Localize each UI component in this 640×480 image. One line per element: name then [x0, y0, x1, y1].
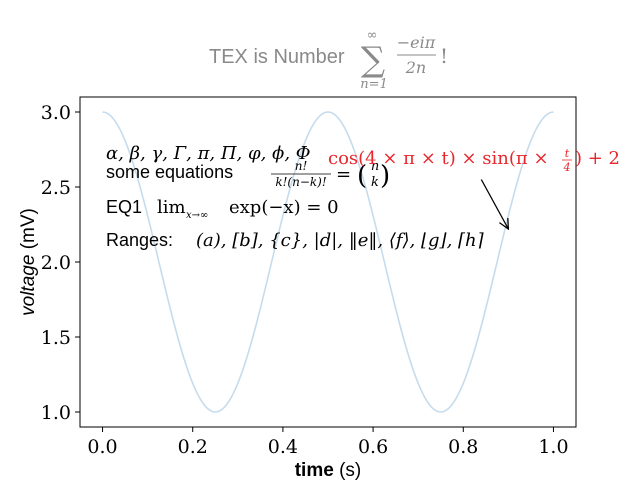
y-axis: 1.0 1.5 2.0 2.5 3.0 [41, 102, 80, 424]
x-tick-label: 0.0 [87, 436, 117, 458]
annotation-red-tail: ) + 2 [575, 148, 620, 169]
arrow-head [499, 217, 510, 231]
title-frac-num: −eiπ [397, 33, 436, 52]
x-axis-label: time (s) [295, 460, 362, 480]
y-tick-label: 1.0 [41, 402, 71, 424]
y-axis-label: voltage (mV) [18, 208, 39, 316]
y-tick-label: 2.0 [41, 252, 71, 274]
x-axis-label-bold: time [295, 460, 334, 480]
annotation-red-main: cos(4 × π × t) × sin(π × [328, 148, 549, 169]
x-tick-label: 1.0 [538, 436, 568, 458]
annotation-greek: α, β, γ, Γ, π, Π, φ, ϕ, Φ [106, 143, 311, 164]
annotation-ranges-expr: (a), [b], {c}, |d|, ‖e‖, ⟨f⟩, ⌊g⌋, ⌈h⌉ [196, 230, 485, 251]
x-axis: 0.0 0.2 0.4 0.6 0.8 1.0 [87, 427, 569, 458]
title-suffix: ! [440, 44, 448, 68]
annotation-binom-top: n [371, 159, 379, 174]
title-sum-symbol: ∑ [361, 40, 385, 80]
title-sum-upper: ∞ [367, 28, 378, 43]
annotation-equations-frac-den: k!(n−k)! [275, 175, 327, 189]
annotation-binom-bottom: k [371, 175, 379, 190]
y-axis-label-rest: (mV) [18, 208, 39, 254]
series-line [102, 111, 554, 413]
annotations: α, β, γ, Γ, π, Π, φ, ϕ, Φ some equations… [106, 143, 620, 251]
x-tick-label: 0.4 [268, 436, 298, 458]
annotation-equations-label: some equations [106, 162, 233, 182]
title-prefix: TEX is Number [209, 46, 345, 68]
annotation-eq1-sub: x→∞ [186, 210, 208, 221]
title-sum-lower: n=1 [360, 77, 388, 92]
annotation-ranges-label: Ranges: [106, 230, 173, 250]
annotation-eq1-lim: lim [157, 197, 186, 218]
annotation-eq1-expr: exp(−x) = 0 [229, 197, 339, 218]
x-tick-label: 0.6 [358, 436, 388, 458]
annotation-red-frac-num: t [565, 147, 570, 160]
x-axis-label-rest: (s) [334, 460, 361, 480]
x-tick-label: 0.2 [178, 436, 208, 458]
x-tick-label: 0.8 [448, 436, 478, 458]
annotation-binom-close: ) [380, 161, 390, 191]
annotation-red-frac-den: 4 [563, 161, 571, 174]
annotation-eq1-label: EQ1 [106, 197, 142, 217]
chart-title: TEX is Number ∞ ∑ n=1 −eiπ 2n ! [209, 28, 448, 92]
y-tick-label: 2.5 [41, 177, 71, 199]
title-frac-den: 2n [405, 58, 426, 77]
annotation-equations-frac-num: n! [295, 159, 308, 173]
annotation-equations-eq: = [336, 164, 351, 185]
arrow-shaft [480, 179, 509, 230]
plot-area [79, 96, 577, 428]
series-layer [102, 111, 554, 413]
y-tick-label: 1.5 [41, 327, 71, 349]
annotation-binom-open: ( [357, 161, 367, 191]
y-axis-label-italic: voltage [18, 255, 39, 316]
annotation-arrow [480, 179, 510, 231]
y-tick-label: 3.0 [41, 102, 71, 124]
